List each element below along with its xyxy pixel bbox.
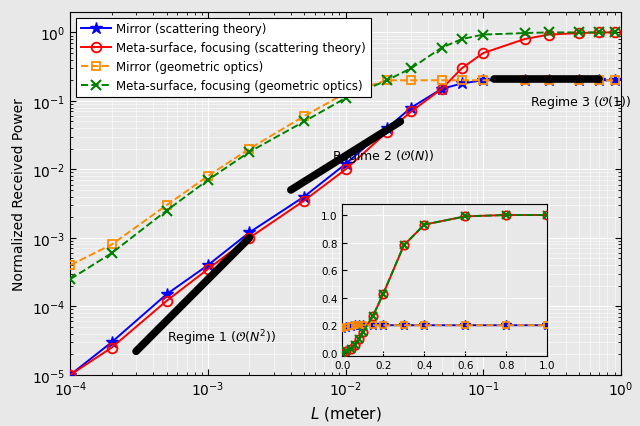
- Line: Mirror (scattering theory): Mirror (scattering theory): [64, 75, 621, 381]
- Mirror (scattering theory): [479, 78, 487, 83]
- Meta-surface, focusing (scattering theory): [611, 31, 618, 36]
- Y-axis label: Normalized Received Power: Normalized Received Power: [13, 98, 26, 290]
- Mirror (scattering theory): [521, 78, 529, 83]
- Meta-surface, focusing (scattering theory): [383, 130, 391, 135]
- Meta-surface, focusing (scattering theory): [575, 32, 583, 37]
- Line: Mirror (geometric optics): Mirror (geometric optics): [66, 77, 619, 270]
- Meta-surface, focusing (scattering theory): [108, 345, 116, 350]
- Meta-surface, focusing (geometric optics): [300, 120, 308, 125]
- Mirror (scattering theory): [108, 340, 116, 345]
- Meta-surface, focusing (scattering theory): [545, 33, 553, 38]
- Text: Regime 2 ($\mathcal{O}(N)$): Regime 2 ($\mathcal{O}(N)$): [332, 147, 435, 164]
- Mirror (geometric optics): [458, 78, 466, 83]
- Meta-surface, focusing (geometric optics): [521, 32, 529, 37]
- Mirror (scattering theory): [438, 87, 445, 92]
- Mirror (scattering theory): [611, 78, 618, 83]
- Meta-surface, focusing (geometric optics): [67, 277, 74, 282]
- Meta-surface, focusing (geometric optics): [204, 178, 212, 183]
- Mirror (geometric optics): [545, 78, 553, 83]
- Meta-surface, focusing (geometric optics): [479, 33, 487, 38]
- Mirror (geometric optics): [611, 78, 618, 83]
- Mirror (scattering theory): [67, 372, 74, 377]
- Line: Meta-surface, focusing (scattering theory): Meta-surface, focusing (scattering theor…: [65, 29, 620, 380]
- Meta-surface, focusing (geometric optics): [246, 150, 253, 155]
- Mirror (geometric optics): [438, 78, 445, 83]
- Meta-surface, focusing (scattering theory): [408, 109, 415, 115]
- Mirror (scattering theory): [575, 78, 583, 83]
- Mirror (geometric optics): [67, 263, 74, 268]
- Mirror (geometric optics): [342, 91, 349, 96]
- Mirror (geometric optics): [163, 203, 170, 208]
- Mirror (scattering theory): [383, 126, 391, 131]
- Mirror (geometric optics): [246, 147, 253, 152]
- Meta-surface, focusing (scattering theory): [438, 87, 445, 92]
- Text: Regime 1 ($\mathcal{O}(N^2)$): Regime 1 ($\mathcal{O}(N^2)$): [166, 327, 276, 347]
- Mirror (scattering theory): [458, 82, 466, 87]
- Line: Meta-surface, focusing (geometric optics): Meta-surface, focusing (geometric optics…: [65, 29, 620, 284]
- Mirror (scattering theory): [300, 195, 308, 200]
- Mirror (scattering theory): [545, 78, 553, 83]
- Mirror (scattering theory): [246, 230, 253, 236]
- X-axis label: $L$ (meter): $L$ (meter): [310, 404, 381, 422]
- Mirror (geometric optics): [204, 174, 212, 179]
- Mirror (scattering theory): [408, 106, 415, 111]
- Meta-surface, focusing (scattering theory): [300, 199, 308, 204]
- Meta-surface, focusing (geometric optics): [575, 31, 583, 36]
- Meta-surface, focusing (scattering theory): [342, 167, 349, 173]
- Mirror (scattering theory): [596, 78, 604, 83]
- Meta-surface, focusing (scattering theory): [67, 372, 74, 377]
- Meta-surface, focusing (geometric optics): [342, 96, 349, 101]
- Meta-surface, focusing (geometric optics): [611, 31, 618, 36]
- Meta-surface, focusing (geometric optics): [596, 31, 604, 36]
- Mirror (geometric optics): [383, 78, 391, 83]
- Text: Regime 3 ($\mathcal{O}(1)$): Regime 3 ($\mathcal{O}(1)$): [531, 94, 632, 111]
- Mirror (scattering theory): [342, 162, 349, 167]
- Meta-surface, focusing (scattering theory): [204, 267, 212, 272]
- Meta-surface, focusing (scattering theory): [246, 236, 253, 241]
- Mirror (geometric optics): [521, 78, 529, 83]
- Mirror (geometric optics): [108, 242, 116, 248]
- Mirror (geometric optics): [575, 78, 583, 83]
- Meta-surface, focusing (geometric optics): [108, 251, 116, 256]
- Meta-surface, focusing (geometric optics): [163, 208, 170, 213]
- Legend: Mirror (scattering theory), Meta-surface, focusing (scattering theory), Mirror (: Mirror (scattering theory), Meta-surface…: [76, 19, 371, 98]
- Meta-surface, focusing (scattering theory): [521, 37, 529, 43]
- Meta-surface, focusing (geometric optics): [438, 46, 445, 51]
- Meta-surface, focusing (geometric optics): [383, 78, 391, 83]
- Meta-surface, focusing (geometric optics): [545, 31, 553, 36]
- Mirror (geometric optics): [408, 78, 415, 83]
- Mirror (geometric optics): [596, 78, 604, 83]
- Mirror (scattering theory): [204, 263, 212, 268]
- Mirror (scattering theory): [163, 292, 170, 297]
- Meta-surface, focusing (scattering theory): [458, 66, 466, 72]
- Meta-surface, focusing (scattering theory): [479, 52, 487, 57]
- Meta-surface, focusing (geometric optics): [458, 37, 466, 43]
- Mirror (geometric optics): [479, 78, 487, 83]
- Meta-surface, focusing (scattering theory): [596, 31, 604, 36]
- Mirror (geometric optics): [300, 114, 308, 119]
- Meta-surface, focusing (geometric optics): [408, 66, 415, 72]
- Meta-surface, focusing (scattering theory): [163, 299, 170, 304]
